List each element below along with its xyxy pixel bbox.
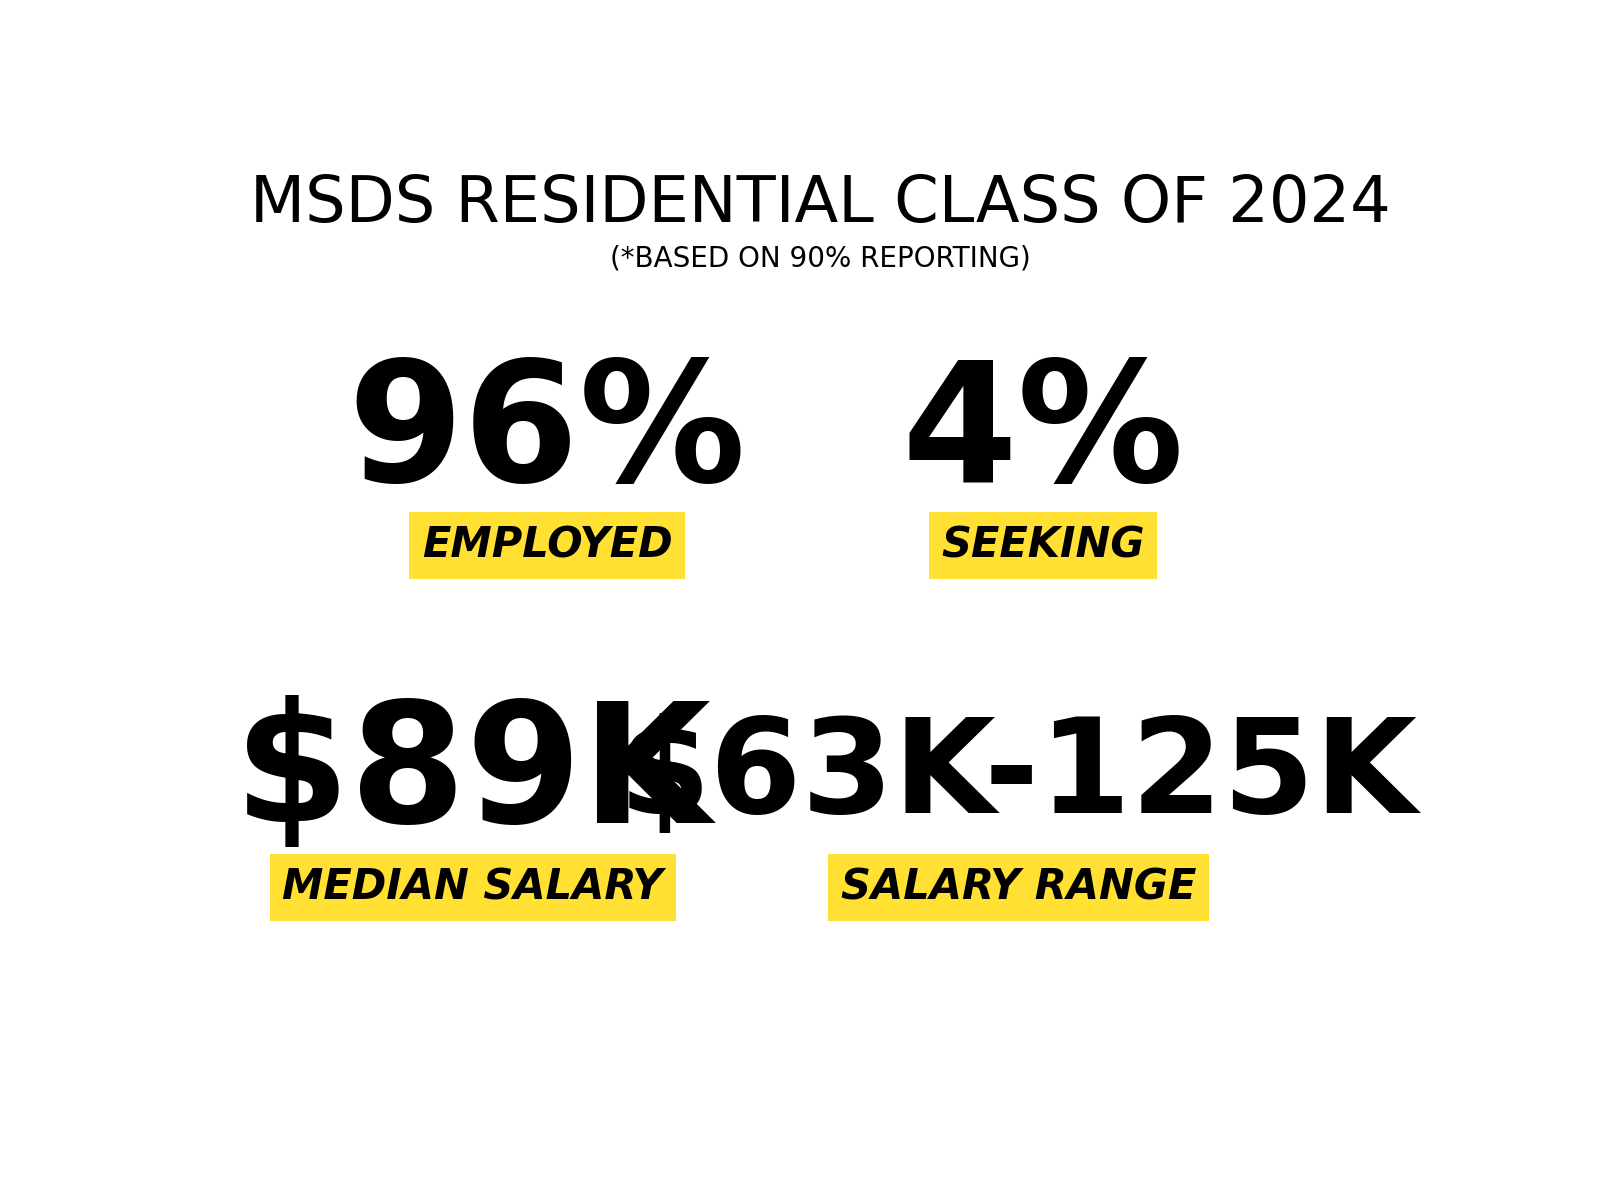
Text: $63K-125K: $63K-125K bbox=[619, 714, 1418, 840]
Text: EMPLOYED: EMPLOYED bbox=[422, 524, 672, 566]
Text: 96%: 96% bbox=[347, 354, 747, 516]
Text: MEDIAN SALARY: MEDIAN SALARY bbox=[283, 866, 662, 908]
Text: MSDS RESIDENTIAL CLASS OF 2024: MSDS RESIDENTIAL CLASS OF 2024 bbox=[250, 173, 1390, 235]
Text: 4%: 4% bbox=[902, 354, 1184, 516]
Text: SEEKING: SEEKING bbox=[941, 524, 1146, 566]
Text: SALARY RANGE: SALARY RANGE bbox=[840, 866, 1197, 908]
Text: (*BASED ON 90% REPORTING): (*BASED ON 90% REPORTING) bbox=[610, 245, 1030, 272]
Text: $89K: $89K bbox=[234, 696, 712, 858]
